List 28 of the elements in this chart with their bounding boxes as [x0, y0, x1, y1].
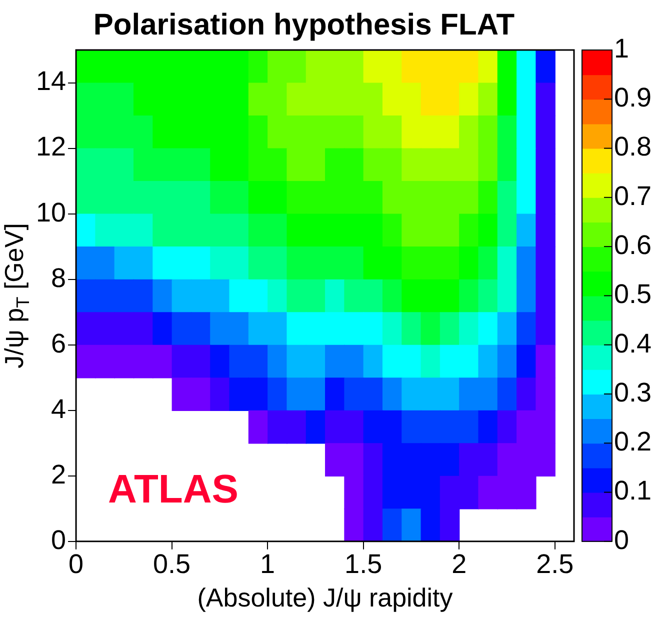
color-bar-label: 0.4 [614, 328, 652, 358]
y-tick-label: 10 [36, 197, 66, 228]
y-tick-label: 8 [51, 262, 66, 293]
y-tick-label: 6 [51, 328, 66, 358]
color-bar-label: 0.1 [614, 476, 652, 506]
y-tick-label: 4 [51, 394, 66, 424]
x-tick-label: 2.5 [536, 549, 574, 580]
chart-title: Polarisation hypothesis FLAT [93, 8, 515, 42]
color-bar-label: 0.9 [614, 82, 652, 113]
y-tick-label: 12 [36, 132, 66, 162]
x-tick-label: 2 [452, 549, 467, 580]
annotation: ATLAS [108, 467, 238, 512]
y-tick-label: 14 [36, 66, 66, 96]
color-bar-label: 0.6 [614, 230, 652, 260]
color-bar-label: 1 [614, 33, 630, 64]
color-bar-label: 0.2 [614, 426, 652, 457]
y-tick-label: 0 [51, 524, 66, 555]
color-bar-label: 0.7 [614, 180, 652, 211]
color-bar-label: 0.3 [614, 377, 652, 408]
y-axis-title: J/ψ pT [GeV] [0, 223, 33, 368]
color-bar-label: 0.8 [614, 132, 652, 162]
color-bar-label: 0.5 [614, 279, 652, 310]
color-bar-label: 0 [614, 524, 630, 555]
y-tick-label: 2 [51, 459, 66, 490]
x-axis-title: (Absolute) J/ψ rapidity [197, 582, 453, 613]
x-tick-label: 1 [260, 549, 276, 580]
x-tick-label: 1.5 [344, 549, 382, 580]
x-tick-label: 0.5 [153, 549, 191, 580]
